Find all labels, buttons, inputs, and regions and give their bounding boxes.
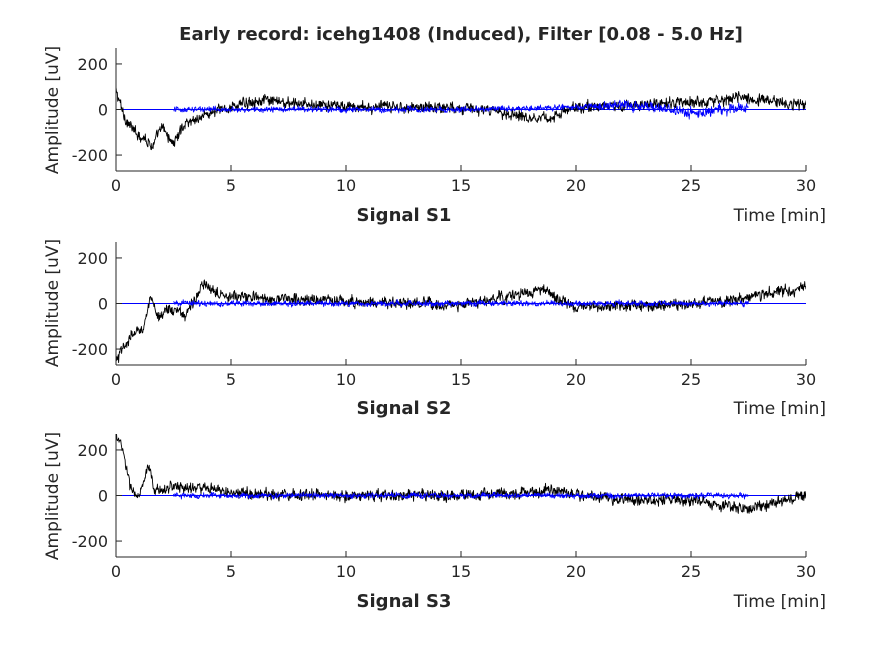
y-tick-label: 200 [77,55,108,74]
y-tick-label: -200 [72,146,108,165]
subplot-s1-signal-blue [173,99,749,120]
x-tick-label: 25 [681,562,701,581]
y-tick-label: 0 [98,295,108,314]
subplot-s3-data [116,434,806,514]
x-tick-label: 30 [796,562,816,581]
y-tick-label: 0 [98,101,108,120]
x-tick-label: 20 [566,562,586,581]
subplot-s2-data [116,279,806,364]
x-tick-label: 10 [336,176,356,195]
x-tick-label: 10 [336,562,356,581]
subplot-s1-xlabel: Time [min] [733,206,826,226]
x-tick-label: 15 [451,370,471,389]
y-tick-label: -200 [72,532,108,551]
subplot-s1-signal-black [116,86,806,151]
subplot-s2-ylabel: Amplitude [uV] [43,239,63,367]
x-tick-label: 0 [111,370,121,389]
subplot-s3-xlabel: Time [min] [733,592,826,612]
subplot-s2-signal-blue [173,299,749,308]
subplot-s3-signal-blue [173,491,749,500]
x-tick-label: 25 [681,370,701,389]
figure-title: Early record: icehg1408 (Induced), Filte… [179,24,743,45]
subplot-s1-ylabel: Amplitude [uV] [43,46,63,174]
y-tick-label: 200 [77,249,108,268]
x-tick-label: 10 [336,370,356,389]
y-tick-label: 200 [77,441,108,460]
x-tick-label: 15 [451,562,471,581]
x-tick-label: 5 [226,370,236,389]
x-tick-label: 0 [111,562,121,581]
x-tick-label: 15 [451,176,471,195]
x-tick-label: 25 [681,176,701,195]
y-tick-label: 0 [98,487,108,506]
x-tick-label: 5 [226,176,236,195]
subplot-s3-label: Signal S3 [357,591,452,612]
x-tick-label: 0 [111,176,121,195]
subplot-s1-label: Signal S1 [357,205,452,226]
x-tick-label: 20 [566,176,586,195]
x-tick-label: 5 [226,562,236,581]
x-tick-label: 30 [796,370,816,389]
subplot-s3-ylabel: Amplitude [uV] [43,432,63,560]
subplot-s2-label: Signal S2 [357,398,452,419]
y-tick-label: -200 [72,340,108,359]
subplot-s1-data [116,86,806,151]
x-tick-label: 30 [796,176,816,195]
subplot-s2-xlabel: Time [min] [733,399,826,419]
x-tick-label: 20 [566,370,586,389]
